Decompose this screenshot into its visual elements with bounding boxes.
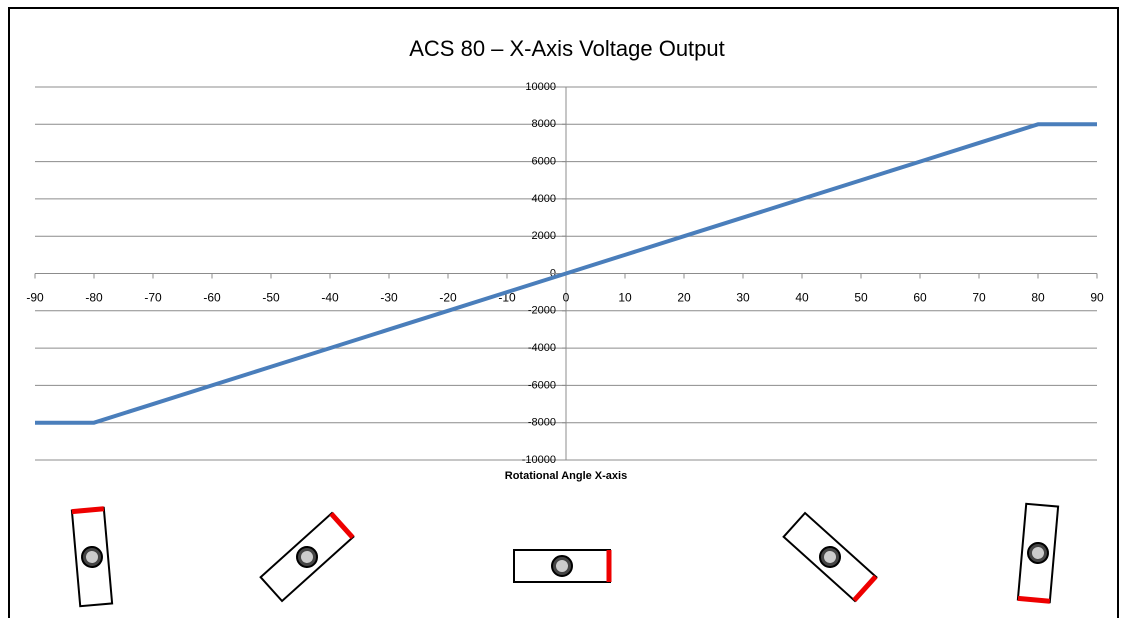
chart: ACS 80 – X-Axis Voltage Output Rotationa… xyxy=(0,0,1129,618)
x-tick-label: 10 xyxy=(618,291,632,305)
x-tick-label: -70 xyxy=(144,291,162,305)
y-tick-label: -6000 xyxy=(528,379,556,391)
x-tick-label: 20 xyxy=(677,291,691,305)
x-tick-label: 30 xyxy=(736,291,750,305)
x-tick-label: -40 xyxy=(321,291,339,305)
x-tick-label: 60 xyxy=(913,291,927,305)
sensor-icon xyxy=(514,550,610,582)
y-tick-label: -4000 xyxy=(528,342,556,354)
y-tick-label: 4000 xyxy=(532,193,556,205)
background xyxy=(0,0,1129,618)
x-tick-label: 0 xyxy=(563,291,570,305)
x-tick-label: 80 xyxy=(1031,291,1045,305)
page: ACS 80 – X-Axis Voltage Output Rotationa… xyxy=(0,0,1129,618)
y-tick-label: -10000 xyxy=(522,454,556,466)
y-tick-label: 6000 xyxy=(532,156,556,168)
x-axis-label: Rotational Angle X-axis xyxy=(505,470,627,482)
x-tick-label: -80 xyxy=(85,291,103,305)
x-tick-label: -20 xyxy=(439,291,457,305)
x-tick-label: -60 xyxy=(203,291,221,305)
x-tick-label: 70 xyxy=(972,291,986,305)
x-tick-label: 90 xyxy=(1090,291,1104,305)
y-tick-label: 10000 xyxy=(525,81,556,93)
y-tick-label: 8000 xyxy=(532,118,556,130)
x-tick-label: 40 xyxy=(795,291,809,305)
x-tick-label: -30 xyxy=(380,291,398,305)
x-tick-label: 50 xyxy=(854,291,868,305)
y-tick-label: 2000 xyxy=(532,230,556,242)
x-tick-label: -90 xyxy=(26,291,44,305)
chart-title: ACS 80 – X-Axis Voltage Output xyxy=(409,36,725,61)
y-tick-label: -2000 xyxy=(528,305,556,317)
x-tick-label: -50 xyxy=(262,291,280,305)
y-tick-label: -8000 xyxy=(528,417,556,429)
